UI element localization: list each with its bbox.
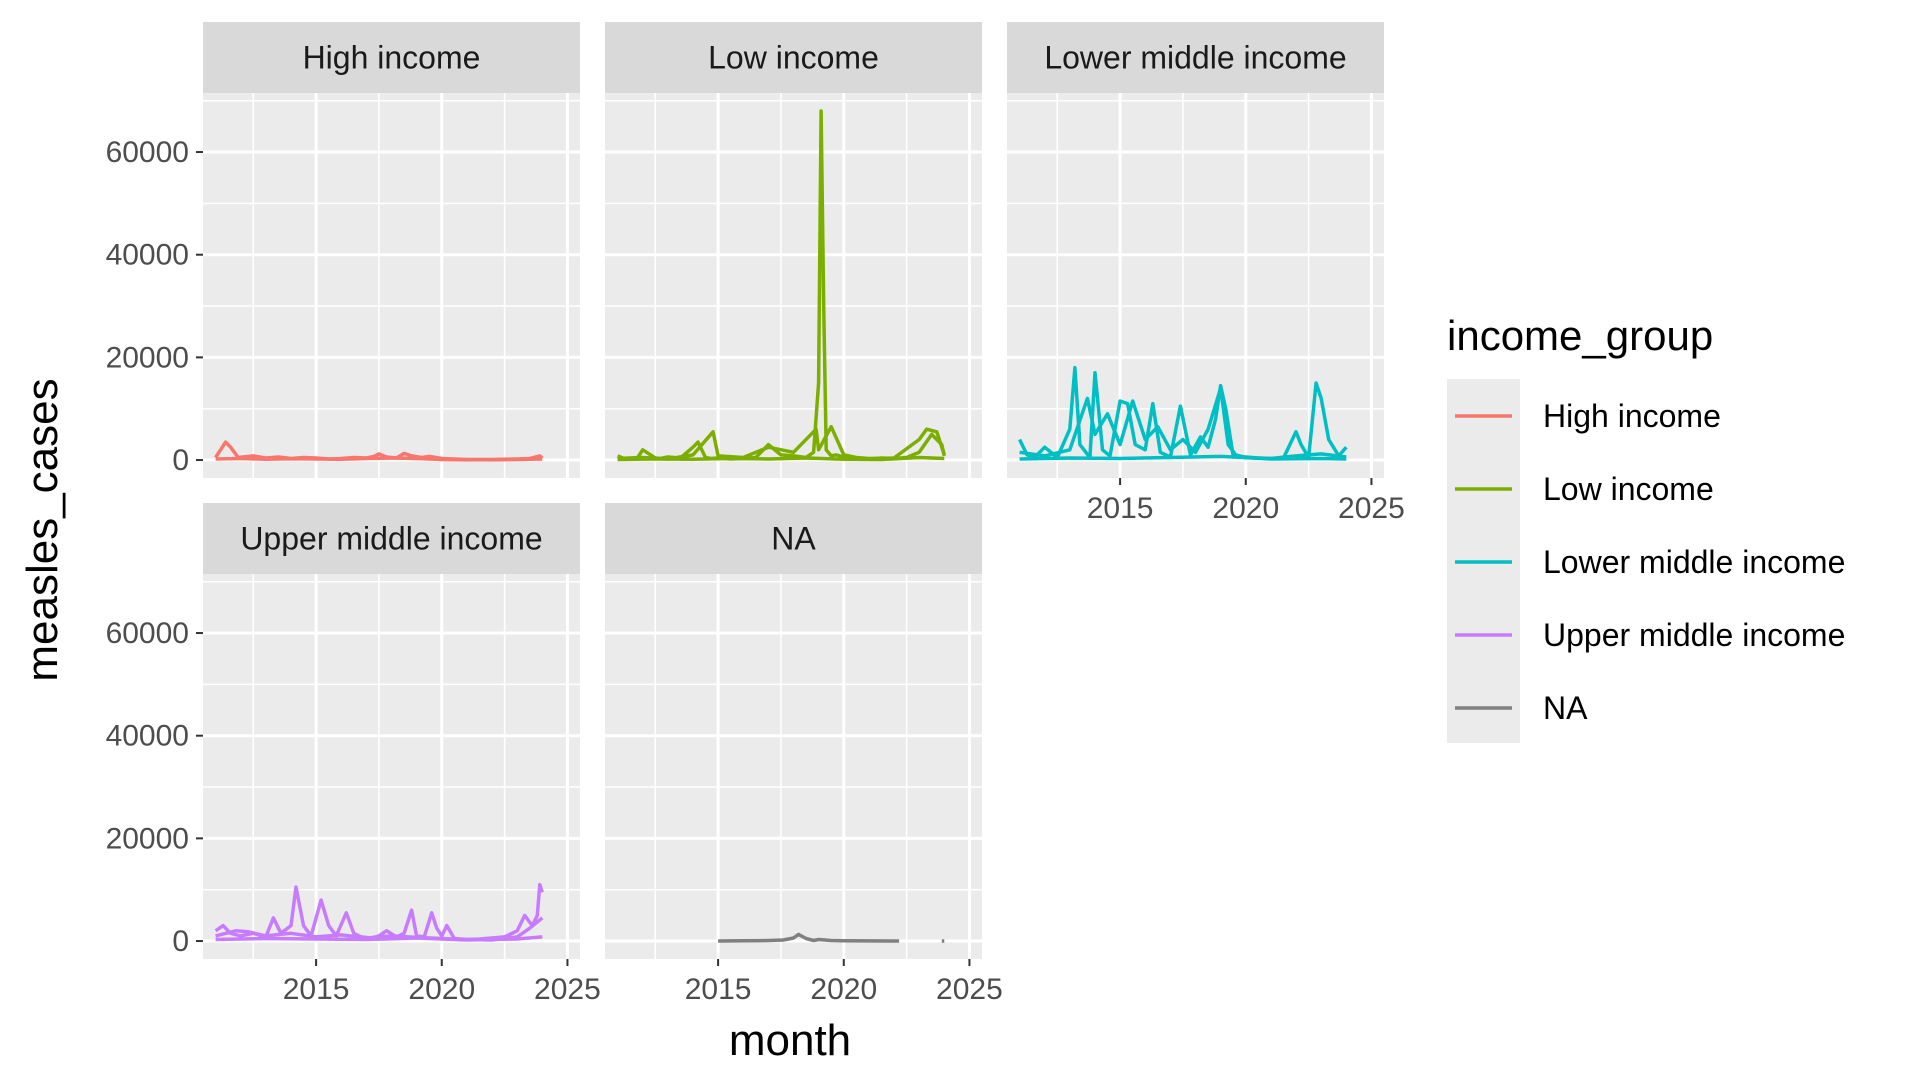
y-tick-label: 0 [172,444,189,477]
x-tick-label: 2015 [1087,492,1154,525]
x-tick-label: 2020 [408,973,475,1006]
series-line [617,424,946,461]
panel-strip [203,503,580,574]
panel-background [203,574,580,959]
legend-title: income_group [1447,312,1713,359]
y-tick-label: 40000 [106,720,189,753]
panel-background [605,93,982,478]
y-tick-label: 0 [172,925,189,958]
legend-label: High income [1543,398,1721,434]
panel-background [203,93,580,478]
panel-low-income: Low income [605,22,982,478]
panel-strip [203,22,580,93]
panel-strip [605,503,982,574]
legend-label: Lower middle income [1543,544,1845,580]
panel-lower-middle-income: Lower middle income 2015 2020 2025 [1007,22,1405,525]
x-axis-title: month [729,1016,851,1065]
panel-background [605,574,982,959]
x-tick-label: 2020 [1212,492,1279,525]
y-tick-label: 20000 [106,341,189,374]
panel-na: NA 2015 2020 2025 [605,503,1003,1006]
series-line [214,882,544,942]
y-tick-label: 40000 [106,239,189,272]
series-line [215,456,543,462]
series-line [1019,454,1347,461]
y-tick-label: 60000 [106,617,189,650]
panel-upper-middle-income: Upper middle income 2015 2020 2025 0 20000 400… [106,503,601,1006]
legend: income_group High income Low income Lower m… [1447,312,1845,743]
series-line [215,935,543,942]
panel-strip-label: Lower middle income [1044,40,1346,76]
panel-high-income: High income 0 20000 40000 60000 [106,22,580,478]
x-tick-label: 2025 [534,973,601,1006]
x-tick-label: 2015 [685,973,752,1006]
x-tick-label: 2025 [1338,492,1405,525]
x-tick-label: 2020 [810,973,877,1006]
panel-strip-label: NA [771,521,816,557]
y-tick-label: 20000 [106,822,189,855]
panel-strip-label: High income [303,40,481,76]
series-line [718,932,900,943]
y-axis-title: measles_cases [18,378,67,681]
panel-strip [1007,22,1384,93]
panel-strip [605,22,982,93]
panel-strip-label: Low income [708,40,879,76]
legend-label: Upper middle income [1543,617,1845,653]
panel-strip-label: Upper middle income [240,521,542,557]
series-line [1018,365,1348,461]
x-tick-label: 2025 [936,973,1003,1006]
series-line [617,455,945,462]
legend-label: NA [1543,690,1588,726]
legend-label: Low income [1543,471,1714,507]
y-tick-label: 60000 [106,136,189,169]
x-tick-label: 2015 [283,973,350,1006]
